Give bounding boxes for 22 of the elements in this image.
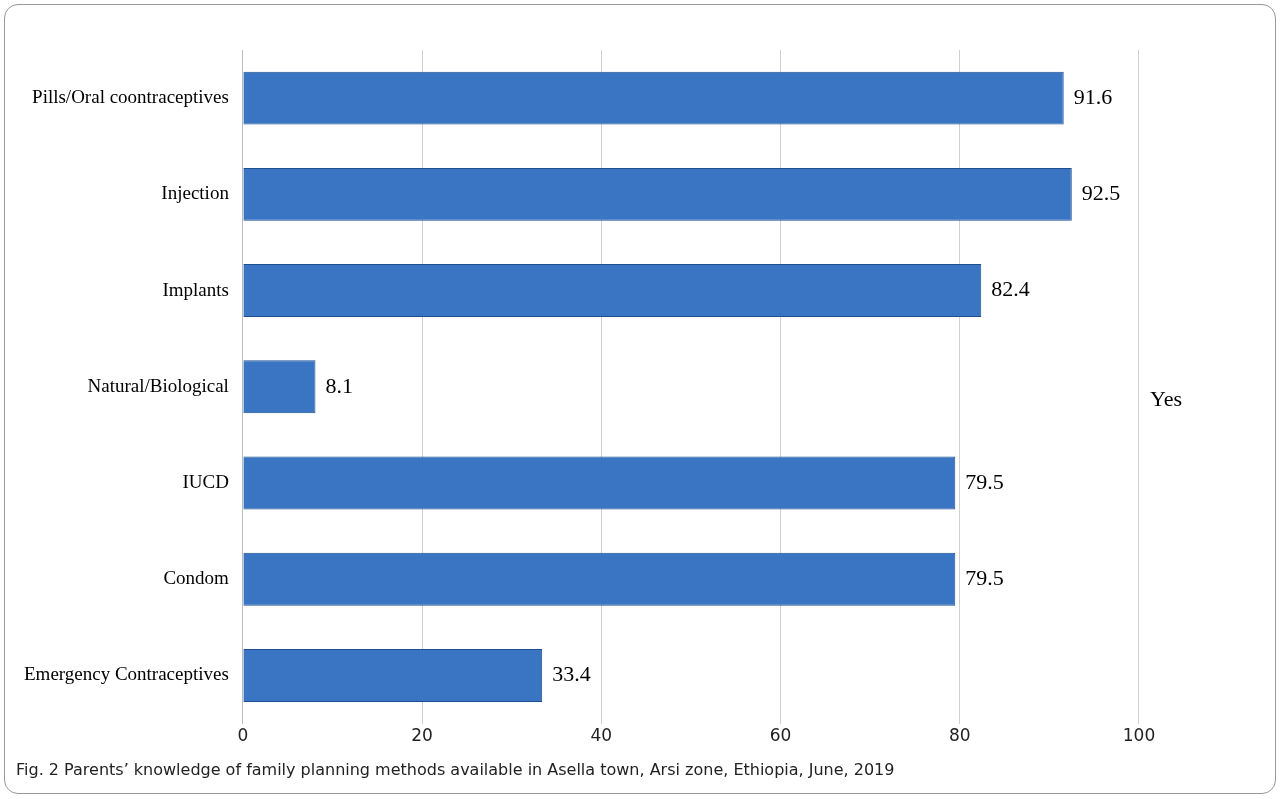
text: Yes (1149, 385, 1182, 411)
x-tick-label: 100 (1122, 725, 1156, 746)
data-label: 33.4 (552, 661, 591, 687)
data-label: 91.6 (1073, 83, 1113, 109)
data-label: 8.1 (325, 372, 353, 398)
x-tick-label: 80 (948, 725, 971, 746)
x-tick-label: 20 (411, 725, 433, 746)
data-label: 92.5 (1081, 180, 1121, 206)
y-tick-label: IUCD (182, 471, 229, 493)
x-tick-label: 60 (769, 725, 792, 746)
y-tick-label: Condom (163, 567, 230, 589)
y-tick-label: Emergency Contraceptives (23, 663, 229, 685)
x-tick-label: 40 (590, 725, 613, 746)
y-tick-label: Injection (161, 182, 230, 204)
data-label: 79.5 (965, 565, 1004, 591)
y-tick-label: Implants (162, 278, 229, 300)
x-tick-label: 0 (237, 725, 249, 746)
caption: Fig. 2 Parents’ knowledge of family planning methods available in Asella town, Arsi zone, Ethiopia, June, 2019 (16, 760, 895, 779)
y-tick-label: Natural/Biological (87, 374, 229, 396)
y-tick-label: Pills/Oral coontraceptives (32, 86, 229, 108)
data-label: 82.4 (991, 276, 1030, 302)
data-label: 79.5 (965, 468, 1004, 494)
